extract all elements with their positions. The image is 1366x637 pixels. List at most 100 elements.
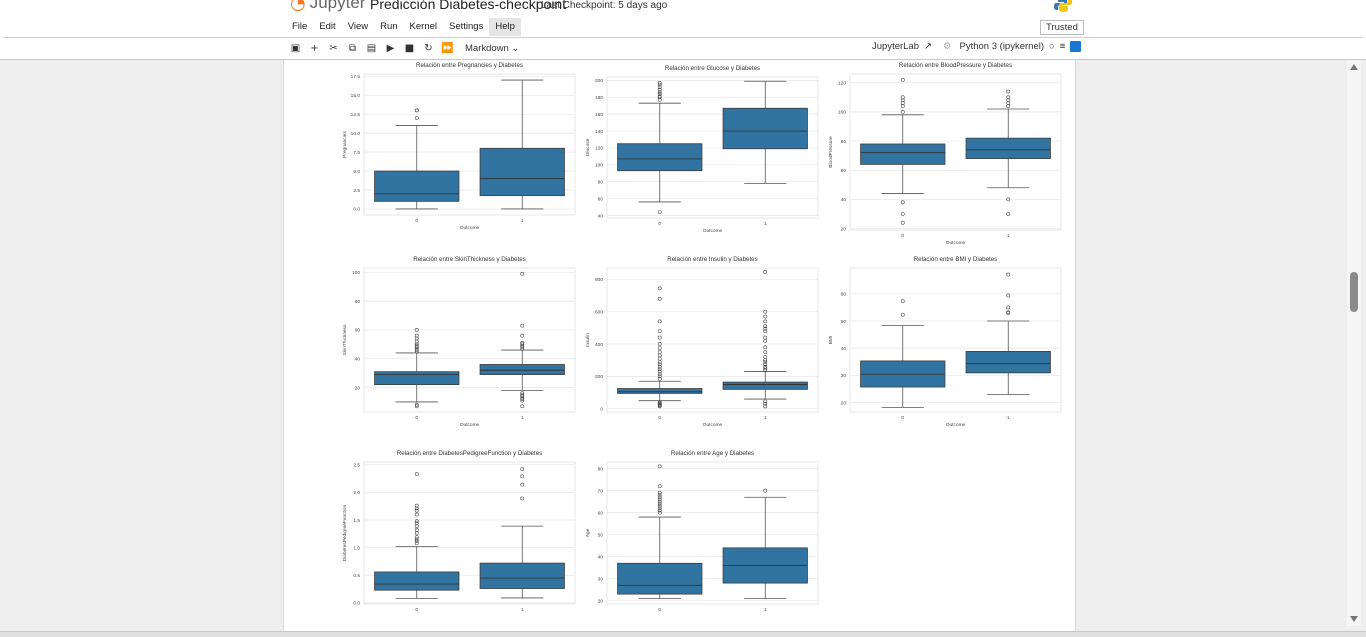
add-cell-icon[interactable]: + (310, 42, 319, 54)
outlier-point (520, 343, 525, 348)
jupyter-logo[interactable]: ◔ Jupyter (290, 0, 365, 14)
menu-file[interactable]: File (292, 21, 308, 32)
outlier-point (900, 299, 905, 304)
outlier-point (657, 400, 662, 405)
y-tick-label: 60 (598, 510, 604, 516)
x-tick-label: 0 (901, 415, 904, 421)
outlier-point (657, 286, 662, 291)
kernel-name[interactable]: Python 3 (ipykernel) (959, 41, 1044, 52)
toolbar-right: JupyterLab ↗ ⚙ Python 3 (ipykernel) ○ ≡ (872, 41, 1086, 52)
menu-run[interactable]: Run (380, 21, 398, 32)
outlier-point (900, 95, 905, 100)
boxplot-panel-5: Relación entre BMI y Diabetes 20 30 40 50 60 B… (828, 256, 1062, 428)
chart-title: Relación entre Glucose y Diabetes (665, 65, 760, 72)
x-axis-label: Outcome (703, 228, 723, 234)
outlier-point (657, 374, 662, 379)
outlier-point (520, 395, 525, 400)
outlier-point (657, 346, 662, 350)
y-tick-label: 120 (595, 146, 603, 152)
x-tick-label: 1 (764, 607, 767, 613)
outlier-point (657, 501, 662, 506)
outlier-point (414, 333, 419, 338)
y-tick-label: 2.5 (353, 188, 360, 194)
y-axis-label: BMI (828, 336, 834, 345)
notebook-title[interactable]: Predicción Diabetes-checkpoint (370, 0, 567, 12)
copy-icon[interactable]: ⧉ (348, 42, 357, 54)
y-axis-label: Glucose (585, 138, 591, 156)
x-tick-label: 0 (415, 218, 418, 224)
x-axis-label: Outcome (946, 240, 966, 246)
menu-edit[interactable]: Edit (319, 21, 336, 32)
box (479, 364, 565, 375)
y-tick-label: 20 (841, 226, 847, 232)
boxplot-figure: Relación entre Pregnancies y Diabetes 0.0… (342, 62, 1062, 613)
box (479, 147, 565, 197)
outlier-point (414, 472, 419, 477)
y-axis-label: DiabetesPedigreeFunction (342, 504, 348, 561)
outlier-point (900, 312, 905, 317)
menu-kernel[interactable]: Kernel (409, 21, 438, 32)
x-axis-label: Outcome (460, 225, 480, 231)
scroll-down-icon[interactable] (1350, 616, 1358, 622)
scroll-thumb[interactable] (1350, 272, 1358, 312)
outlier-point (657, 210, 662, 214)
y-tick-label: 0 (600, 407, 603, 413)
y-tick-label: 60 (841, 292, 847, 298)
y-tick-label: 50 (841, 319, 847, 325)
trusted-indicator[interactable]: Trusted (1040, 20, 1084, 35)
chart-title: Relación entre DiabetesPedigreeFunction … (397, 450, 543, 457)
menu-lines-icon[interactable]: ≡ (1059, 41, 1066, 52)
outlier-point (414, 521, 419, 526)
outlier-point (763, 350, 768, 355)
notebook-content-area: Relación entre Pregnancies y Diabetes 0.0… (0, 60, 1366, 637)
y-tick-label: 80 (598, 466, 604, 472)
outlier-point (657, 495, 662, 500)
outlier-point (657, 499, 662, 504)
outlier-point (520, 404, 525, 409)
outlier-point (414, 336, 419, 341)
chart-title: Relación entre BMI y Diabetes (914, 256, 998, 263)
outlier-point (520, 333, 525, 338)
cell-type-dropdown[interactable]: Markdown ⌄ (465, 43, 519, 54)
y-tick-label: 7.5 (353, 150, 360, 156)
y-axis-label: Pregnancies (342, 131, 348, 158)
x-tick-label: 0 (901, 233, 904, 239)
menu-settings[interactable]: Settings (449, 21, 484, 32)
outlier-point (414, 328, 419, 332)
settings-gear-icon[interactable]: ⚙ (942, 41, 952, 52)
save-icon[interactable]: ▣ (290, 42, 301, 54)
y-tick-label: 30 (841, 373, 847, 379)
menu-view[interactable]: View (347, 21, 369, 32)
menu-help[interactable]: Help (489, 18, 521, 36)
outlier-point (657, 94, 662, 99)
debugger-icon[interactable] (1070, 41, 1082, 52)
outlier-point (763, 329, 768, 334)
outlier-point (657, 367, 662, 372)
outlier-point (763, 366, 768, 371)
top-bar: ◔ Jupyter Predicción Diabetes-checkpoint… (0, 0, 1366, 60)
outlier-point (657, 372, 662, 376)
outlier-point (414, 339, 419, 344)
jupyterlab-link[interactable]: JupyterLab (872, 41, 920, 52)
kernel-status-icon: ○ (1049, 41, 1055, 52)
run-all-icon[interactable]: ⏩ (441, 42, 454, 54)
y-tick-label: 600 (595, 309, 603, 315)
paste-icon[interactable]: ▤ (366, 42, 377, 54)
cut-icon[interactable]: ✂ (329, 42, 338, 54)
scroll-up-icon[interactable] (1350, 64, 1358, 70)
outlier-point (1006, 89, 1011, 94)
boxplot-panel-4: Relación entre Insulin y Diabetes 0 200 400… (585, 256, 819, 428)
box (722, 381, 808, 390)
y-tick-label: 15.0 (351, 93, 361, 99)
vertical-scrollbar[interactable] (1347, 60, 1361, 626)
y-tick-label: 400 (595, 342, 603, 348)
outlier-point (657, 364, 662, 369)
run-icon[interactable]: ▶ (386, 42, 395, 54)
stop-icon[interactable]: ■ (404, 42, 415, 54)
y-axis-label: Age (585, 528, 591, 537)
box (374, 170, 460, 202)
restart-icon[interactable]: ↻ (424, 42, 433, 54)
x-axis-label: Outcome (703, 422, 723, 428)
outlier-point (763, 399, 768, 404)
external-link-icon: ↗ (924, 41, 932, 52)
